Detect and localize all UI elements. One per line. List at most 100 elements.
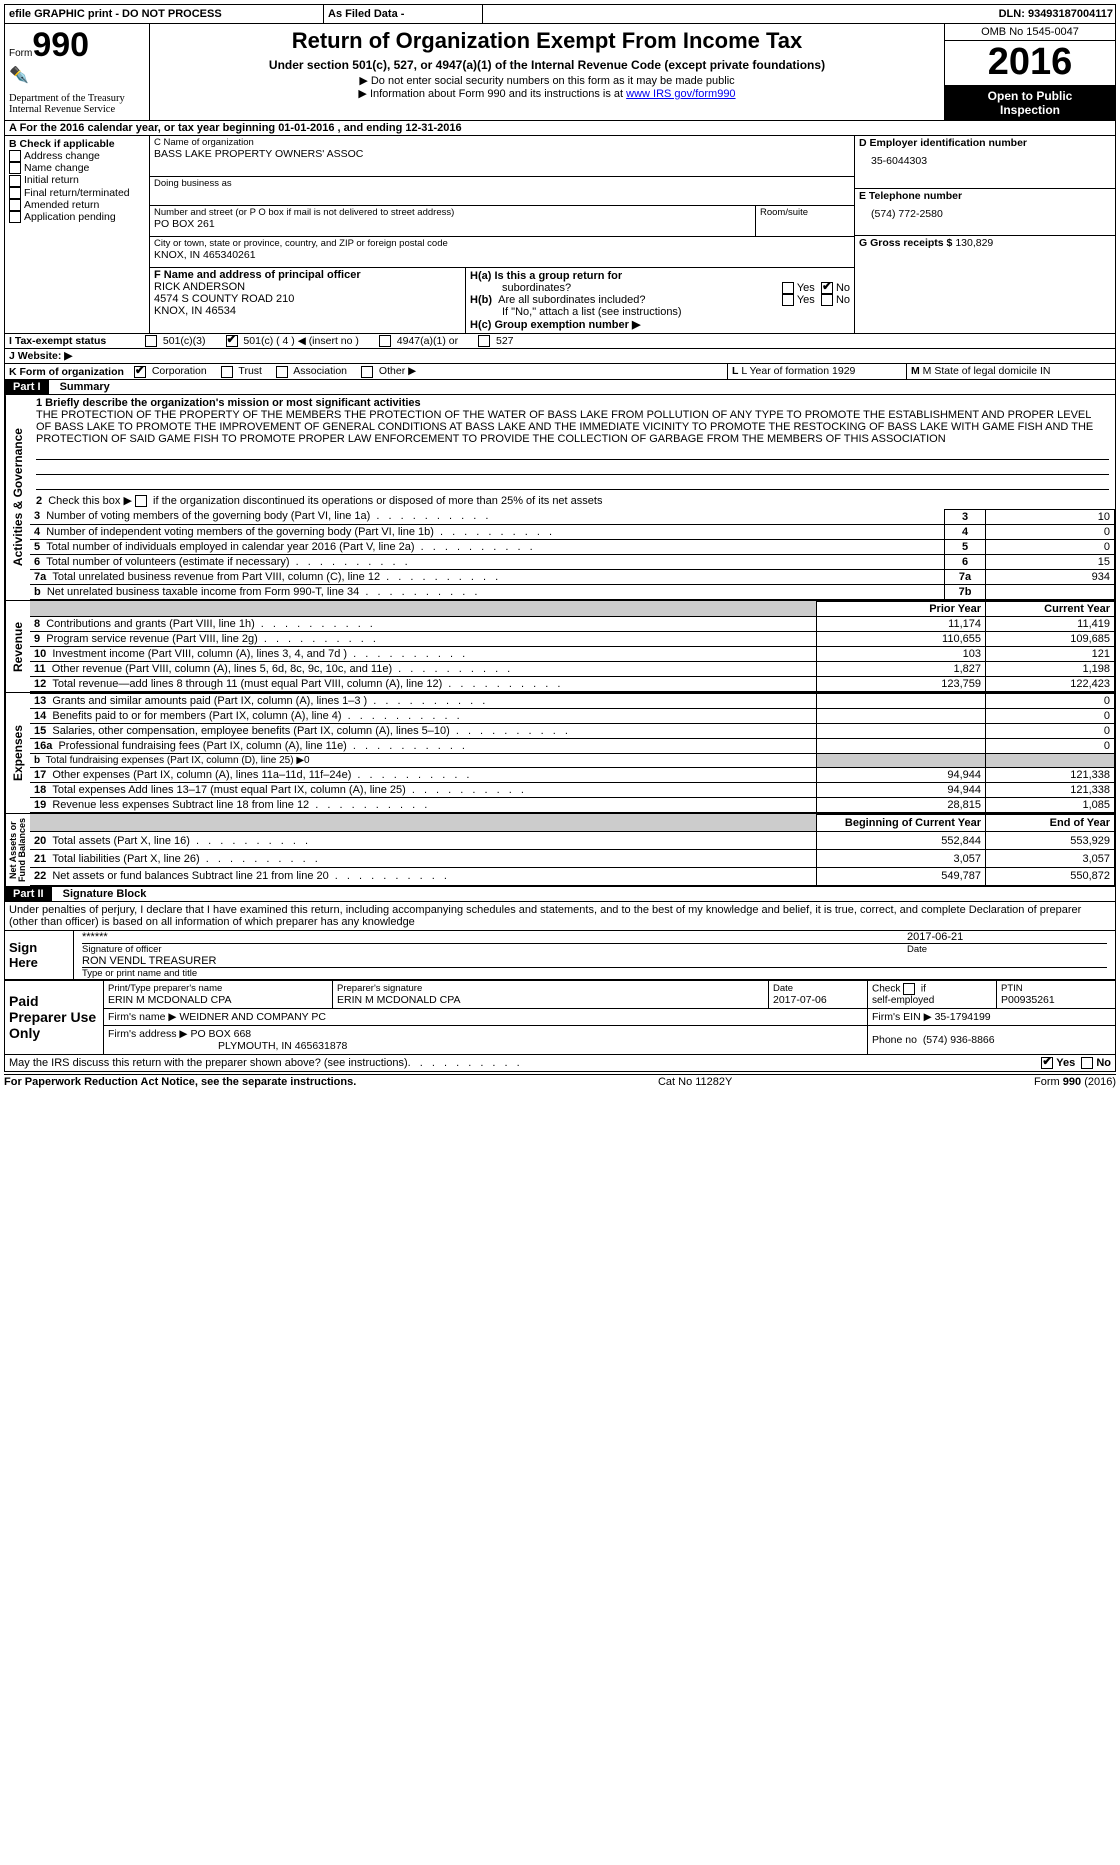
form-org-option: Other ▶ <box>361 365 416 377</box>
ptin-value: P00935261 <box>1001 994 1111 1006</box>
ha-yes-checkbox[interactable] <box>782 282 794 294</box>
part1-tag: Part I <box>5 380 49 394</box>
expenses-section: Expenses 13 Grants and similar amounts p… <box>4 693 1116 814</box>
officer-name: RICK ANDERSON <box>154 281 461 293</box>
discuss-no-checkbox[interactable] <box>1081 1057 1093 1069</box>
tax-status-option: 4947(a)(1) or <box>379 335 458 347</box>
preparer-name-label: Print/Type preparer's name <box>108 983 328 994</box>
entity-section: A For the 2016 calendar year, or tax yea… <box>4 121 1116 380</box>
table-row: 8 Contributions and grants (Part VIII, l… <box>30 616 1115 631</box>
sign-date: 2017-06-21 <box>907 931 1107 943</box>
prep-date: 2017-07-06 <box>773 994 863 1006</box>
vert-governance: Activities & Governance <box>5 395 30 600</box>
gross-label: G Gross receipts $ <box>859 237 952 249</box>
header-center: Return of Organization Exempt From Incom… <box>150 24 944 120</box>
netassets-table: Beginning of Current YearEnd of Year20 T… <box>30 814 1115 886</box>
page-footer: For Paperwork Reduction Act Notice, see … <box>4 1074 1116 1088</box>
table-header-row: Prior YearCurrent Year <box>30 601 1115 616</box>
preparer-signature: ERIN M MCDONALD CPA <box>337 994 764 1006</box>
dln: DLN: 93493187004117 <box>995 5 1115 23</box>
footer-cat: Cat No 11282Y <box>658 1076 732 1088</box>
info-link-line: ▶ Information about Form 990 and its ins… <box>160 87 934 100</box>
tax-status-checkbox[interactable] <box>379 335 391 347</box>
printed-name-label: Type or print name and title <box>82 968 1107 979</box>
date-label: Date <box>907 944 1107 955</box>
row-i: I Tax-exempt status 501(c)(3) 501(c) ( 4… <box>5 333 1115 349</box>
tax-status-checkbox[interactable] <box>226 335 238 347</box>
table-row: 9 Program service revenue (Part VIII, li… <box>30 631 1115 646</box>
col-d: D Employer identification number 35-6044… <box>854 136 1115 333</box>
officer-label: F Name and address of principal officer <box>154 269 461 281</box>
table-row: 20 Total assets (Part X, line 16)552,844… <box>30 832 1115 850</box>
hb-yes-checkbox[interactable] <box>782 294 794 306</box>
discuss-yes-checkbox[interactable] <box>1041 1057 1053 1069</box>
tax-status-checkbox[interactable] <box>478 335 490 347</box>
discuss-row: May the IRS discuss this return with the… <box>4 1055 1116 1072</box>
gross-value: 130,829 <box>955 237 993 249</box>
website-line: J Website: ▶ <box>5 349 1115 364</box>
sig-label: Signature of officer <box>82 944 907 955</box>
colb-checkbox[interactable] <box>9 187 21 199</box>
vert-netassets: Net Assets orFund Balances <box>5 814 30 886</box>
sign-here-block: Sign Here ****** 2017-06-21 Signature of… <box>4 931 1116 980</box>
signature-placeholder: ****** <box>82 931 907 943</box>
irs-link[interactable]: www IRS gov/form990 <box>626 88 735 100</box>
form-number: 990 <box>32 26 89 64</box>
officer-printed-name: RON VENDL TREASURER <box>82 955 1107 968</box>
ha-no-checkbox[interactable] <box>821 282 833 294</box>
colb-item: Address change <box>9 150 145 162</box>
form-org-checkbox[interactable] <box>134 366 146 378</box>
colb-checkbox[interactable] <box>9 199 21 211</box>
state-domicile: M M State of legal domicile IN <box>906 364 1115 378</box>
table-row: 21 Total liabilities (Part X, line 26)3,… <box>30 850 1115 868</box>
colb-item: Final return/terminated <box>9 187 145 199</box>
row-k: K Form of organization Corporation Trust… <box>5 364 1115 378</box>
tax-status-option: 527 <box>478 335 513 347</box>
ptin-label: PTIN <box>1001 983 1111 994</box>
perjury-statement: Under penalties of perjury, I declare th… <box>4 902 1116 931</box>
open-to-public: Open to PublicInspection <box>945 86 1115 120</box>
hb-note: If "No," attach a list (see instructions… <box>470 306 850 318</box>
colb-checkbox[interactable] <box>9 150 21 162</box>
form-org-checkbox[interactable] <box>276 366 288 378</box>
year-formation: L L Year of formation 1929 <box>727 364 906 378</box>
firm-addr1: PO BOX 668 <box>190 1028 251 1040</box>
footer-right: Form 990 (2016) <box>1034 1076 1116 1088</box>
revenue-table: Prior YearCurrent Year8 Contributions an… <box>30 601 1115 692</box>
vert-expenses: Expenses <box>5 693 30 813</box>
mission-label: 1 Briefly describe the organization's mi… <box>36 397 421 409</box>
table-row: 14 Benefits paid to or for members (Part… <box>30 708 1115 723</box>
colb-checkbox[interactable] <box>9 211 21 223</box>
part1-title: Summary <box>52 381 110 393</box>
city-state-zip: KNOX, IN 465340261 <box>154 249 850 261</box>
table-row: 22 Net assets or fund balances Subtract … <box>30 867 1115 885</box>
omb-number: OMB No 1545-0047 <box>945 24 1115 41</box>
tax-status-checkbox[interactable] <box>145 335 157 347</box>
table-row: 15 Salaries, other compensation, employe… <box>30 723 1115 738</box>
colb-item: Initial return <box>9 174 145 186</box>
sign-here-label: Sign Here <box>5 931 74 980</box>
table-row: 3 Number of voting members of the govern… <box>30 509 1115 524</box>
expenses-table: 13 Grants and similar amounts paid (Part… <box>30 693 1115 813</box>
hb-no-checkbox[interactable] <box>821 294 833 306</box>
checkboxes-b: B Check if applicable Address changeName… <box>5 136 150 333</box>
col-c: C Name of organization BASS LAKE PROPERT… <box>150 136 854 333</box>
colb-item: Application pending <box>9 211 145 223</box>
tax-year-line: A For the 2016 calendar year, or tax yea… <box>5 121 1115 136</box>
colb-checkbox[interactable] <box>9 175 21 187</box>
table-row: 10 Investment income (Part VIII, column … <box>30 646 1115 661</box>
table-row: 19 Revenue less expenses Subtract line 1… <box>30 797 1115 812</box>
org-name: BASS LAKE PROPERTY OWNERS' ASSOC <box>154 148 850 160</box>
preparer-name: ERIN M MCDONALD CPA <box>108 994 328 1006</box>
form-org-option: Association <box>276 365 347 377</box>
form-org-checkbox[interactable] <box>221 366 233 378</box>
form-org-option: Trust <box>221 365 262 377</box>
discontinued-checkbox[interactable] <box>135 495 147 507</box>
self-employed-checkbox[interactable] <box>903 983 915 995</box>
colb-checkbox[interactable] <box>9 162 21 174</box>
org-name-label: C Name of organization <box>154 137 850 148</box>
paid-preparer-label: Paid Preparer Use Only <box>5 980 104 1054</box>
table-header-row: Beginning of Current YearEnd of Year <box>30 814 1115 832</box>
form-title: Return of Organization Exempt From Incom… <box>160 28 934 54</box>
form-org-checkbox[interactable] <box>361 366 373 378</box>
